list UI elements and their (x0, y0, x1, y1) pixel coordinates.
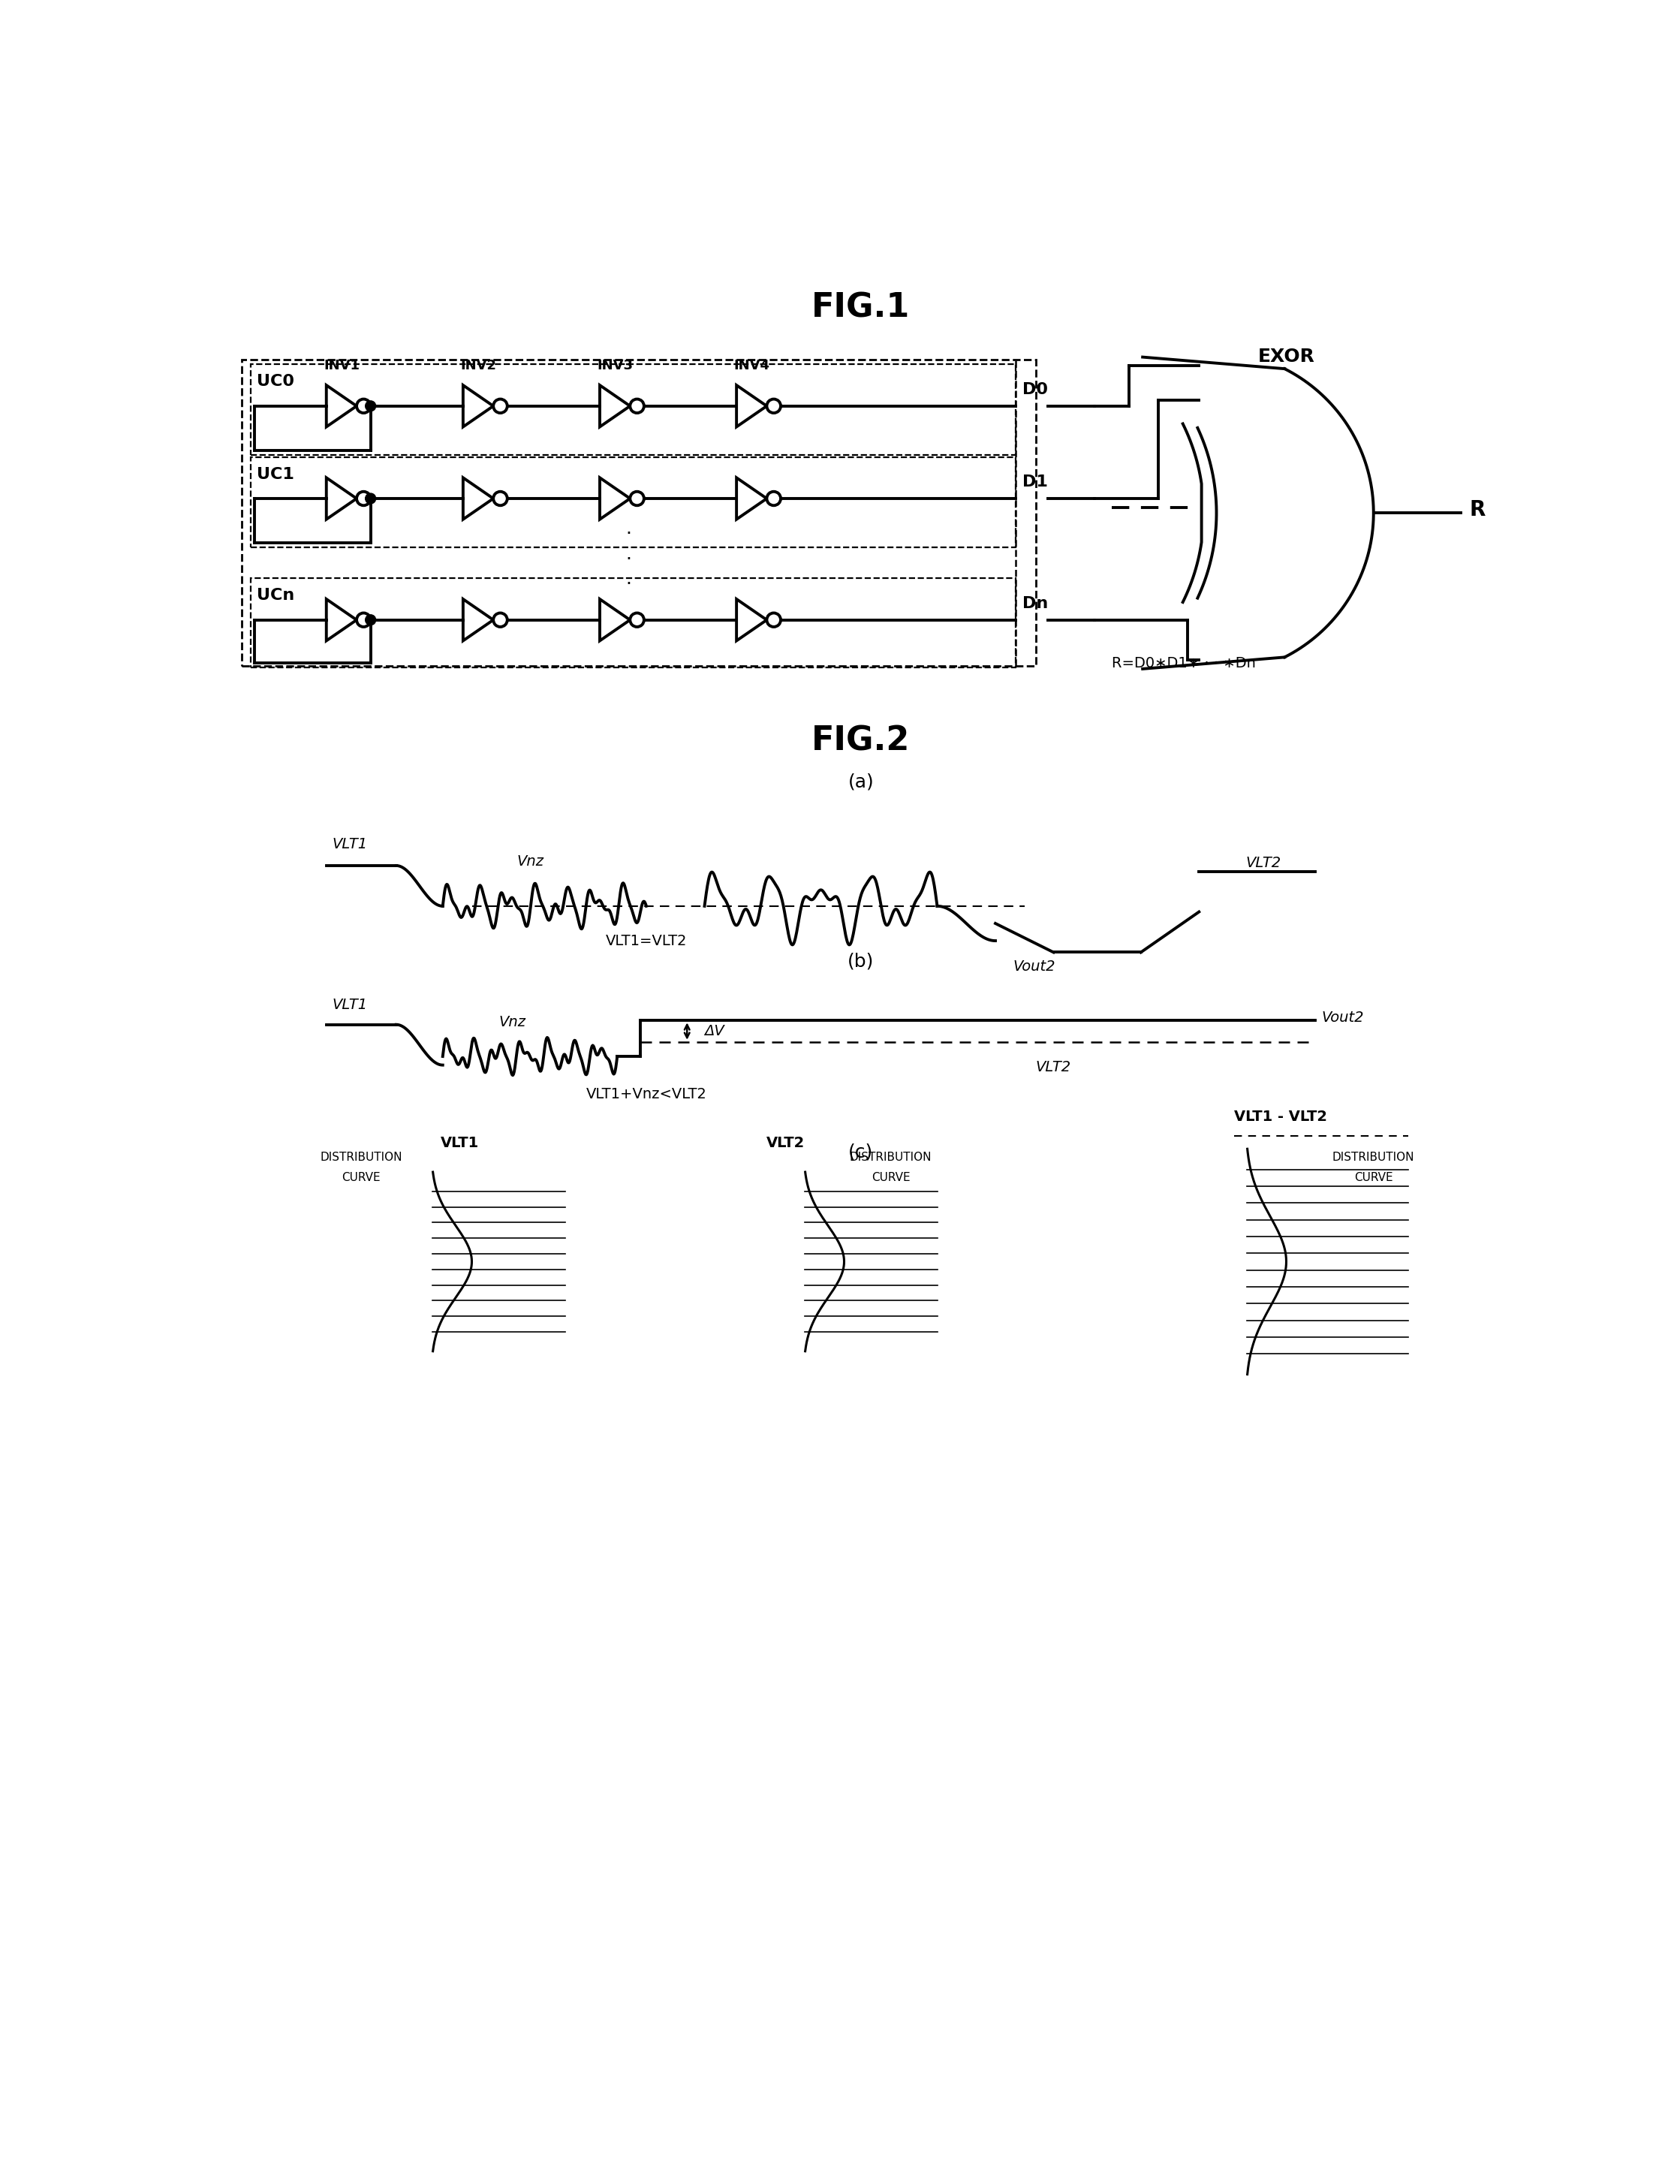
Bar (242, 360, 1037, 666)
Circle shape (494, 400, 507, 413)
Text: UC0: UC0 (257, 373, 294, 389)
Circle shape (356, 614, 371, 627)
Circle shape (766, 491, 781, 505)
Text: DISTRIBUTION: DISTRIBUTION (850, 1151, 932, 1164)
Circle shape (365, 494, 376, 505)
Text: R=D0∗D1∗ · · ∗Dn: R=D0∗D1∗ · · ∗Dn (1112, 655, 1255, 670)
Text: INV2: INV2 (460, 358, 496, 373)
Circle shape (766, 614, 781, 627)
Text: VLT2: VLT2 (1037, 1061, 1072, 1075)
Text: VLT2: VLT2 (1245, 856, 1280, 869)
Text: VLT1+Vnz<VLT2: VLT1+Vnz<VLT2 (586, 1088, 707, 1101)
Text: FIG.2: FIG.2 (811, 725, 911, 758)
Text: INV3: INV3 (596, 358, 633, 373)
Text: ·
·
·: · · · (627, 524, 632, 594)
Text: (a): (a) (848, 773, 874, 791)
Text: VLT1=VLT2: VLT1=VLT2 (605, 933, 687, 948)
Text: UCn: UCn (257, 587, 294, 603)
Text: (b): (b) (848, 952, 874, 970)
Text: ΔV: ΔV (704, 1024, 724, 1037)
Text: VLT2: VLT2 (766, 1136, 805, 1151)
Circle shape (356, 400, 371, 413)
Text: Vout2: Vout2 (1320, 1011, 1364, 1024)
Circle shape (365, 614, 376, 625)
Text: INV4: INV4 (734, 358, 769, 373)
Text: (c): (c) (848, 1142, 874, 1160)
Bar (250, 456, 1016, 548)
Circle shape (630, 400, 643, 413)
Bar (250, 579, 1016, 668)
Text: R: R (1470, 500, 1485, 520)
Circle shape (494, 491, 507, 505)
Text: Vnz: Vnz (499, 1016, 526, 1029)
Text: INV1: INV1 (324, 358, 360, 373)
Text: D0: D0 (1023, 382, 1048, 397)
Circle shape (766, 400, 781, 413)
Text: VLT1 - VLT2: VLT1 - VLT2 (1233, 1109, 1327, 1125)
Circle shape (356, 491, 371, 505)
Text: VLT1: VLT1 (333, 836, 368, 852)
Circle shape (630, 614, 643, 627)
Text: FIG.1: FIG.1 (811, 293, 911, 323)
Text: EXOR: EXOR (1258, 347, 1315, 365)
Text: CURVE: CURVE (872, 1173, 911, 1184)
Text: Vout2: Vout2 (1013, 959, 1055, 974)
Text: DISTRIBUTION: DISTRIBUTION (1332, 1151, 1415, 1164)
Circle shape (365, 402, 376, 411)
Text: VLT1: VLT1 (440, 1136, 479, 1151)
Text: VLT1: VLT1 (333, 998, 368, 1011)
Text: CURVE: CURVE (343, 1173, 381, 1184)
Text: Dn: Dn (1023, 596, 1048, 612)
Circle shape (630, 491, 643, 505)
Text: D1: D1 (1023, 474, 1048, 489)
Text: UC1: UC1 (257, 467, 294, 483)
Circle shape (494, 614, 507, 627)
Text: DISTRIBUTION: DISTRIBUTION (321, 1151, 402, 1164)
Text: CURVE: CURVE (1354, 1173, 1393, 1184)
Bar (250, 365, 1016, 454)
Text: Vnz: Vnz (516, 854, 544, 869)
